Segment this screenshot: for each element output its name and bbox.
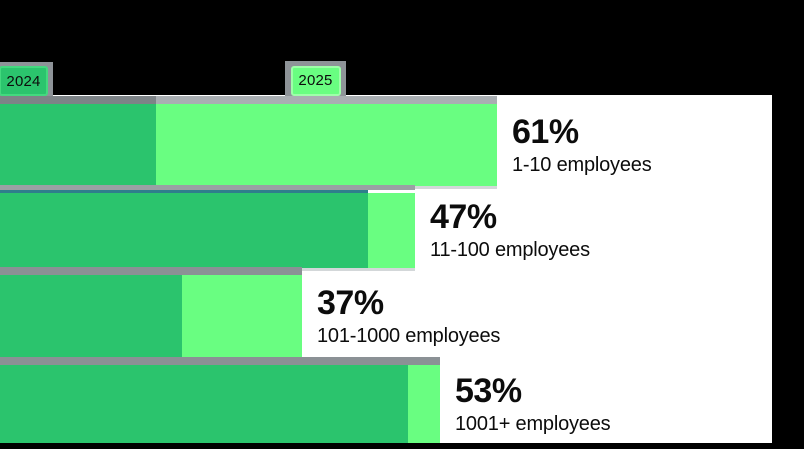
bar-labels: 47% 11-100 employees (430, 197, 590, 264)
category-label: 11-100 employees (430, 239, 590, 261)
bar-2024-overlay (0, 275, 182, 358)
category-label: 101-1000 employees (317, 325, 501, 347)
category-label: 1-10 employees (512, 153, 652, 176)
legend-chip-2025: 2025 (285, 61, 346, 100)
bar-2025 (0, 185, 415, 271)
teal-edge-line (0, 190, 368, 193)
value-label: 47% (430, 198, 497, 236)
bar-2024-overlay (0, 365, 408, 443)
bar-2025 (0, 267, 302, 361)
bar-labels: 37% 101-1000 employees (317, 283, 500, 350)
bar-2025 (0, 96, 497, 189)
bar-2024-overlay (0, 193, 368, 268)
legend-label-2024: 2024 (0, 66, 48, 96)
bar-labels: 61% 1-10 employees (512, 112, 652, 179)
bar-top-shadow (0, 267, 302, 275)
bar-2025 (0, 357, 440, 443)
bar-row: 53% 1001+ employees (0, 357, 772, 443)
bar-row: 37% 101-1000 employees (0, 267, 772, 361)
legend-chip-2024: 2024 (0, 62, 53, 100)
value-label: 53% (455, 371, 522, 410)
bar-top-shadow (0, 357, 440, 365)
bar-top-shadow-dark (0, 96, 156, 104)
legend-label-2025: 2025 (290, 65, 341, 96)
bar-top-shadow (0, 185, 415, 190)
bar-row: 61% 1-10 employees (0, 96, 772, 189)
bar-2024-overlay (0, 104, 156, 186)
value-label: 61% (512, 112, 579, 151)
value-label: 37% (317, 284, 384, 322)
bar-labels: 53% 1001+ employees (455, 371, 611, 438)
category-label: 1001+ employees (455, 412, 611, 435)
bar-top-shadow (0, 96, 497, 104)
bar-row: 47% 11-100 employees (0, 185, 772, 271)
